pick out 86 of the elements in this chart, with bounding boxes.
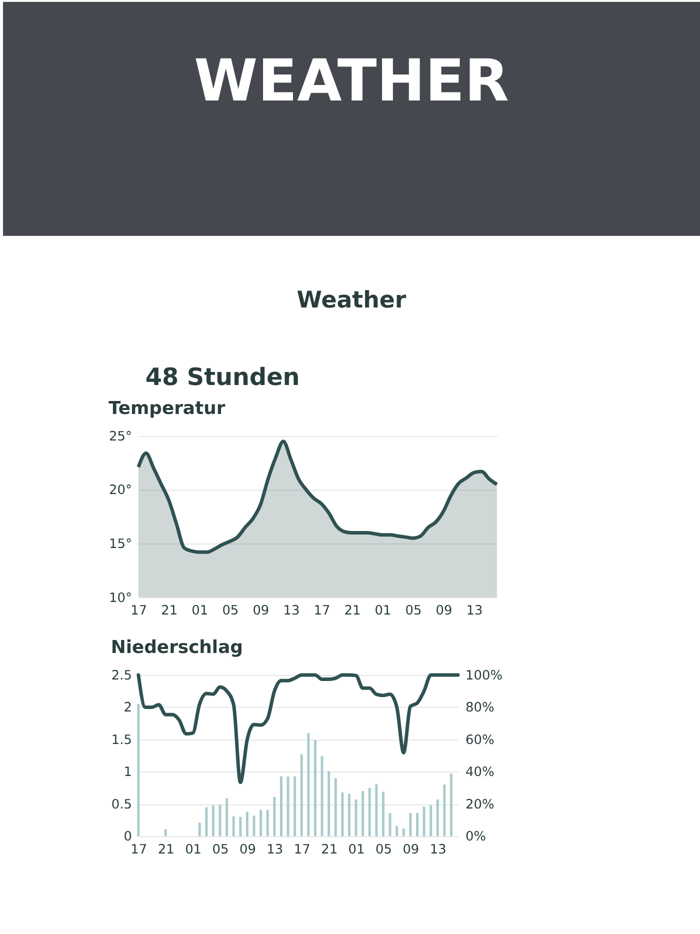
y2-tick-label: 80%: [466, 700, 494, 716]
y-tick-label: 20°: [108, 483, 132, 498]
x-tick-label: 17: [314, 604, 330, 619]
text: 48 Stunden: [145, 363, 300, 392]
y-tick-label: 2.5: [111, 668, 132, 684]
bar: [226, 798, 228, 836]
y-tick-label: 0: [124, 830, 132, 845]
bar: [246, 812, 248, 836]
bar: [416, 813, 418, 836]
bar: [294, 776, 296, 836]
bar: [436, 799, 439, 836]
bar: [232, 816, 235, 836]
x-tick-label: 09: [239, 842, 256, 858]
bar: [334, 778, 337, 836]
bar: [443, 784, 446, 836]
bar: [450, 774, 452, 836]
x-tick-label: 05: [375, 842, 392, 858]
chart-title: Temperatur: [108, 398, 226, 420]
bar: [341, 792, 344, 836]
y-tick-label: 1: [124, 765, 132, 780]
bar: [409, 813, 412, 836]
text: WEATHER: [194, 46, 509, 114]
x-tick-label: 09: [252, 604, 270, 619]
bar: [286, 776, 290, 836]
x-tick-label: 09: [436, 604, 452, 619]
y-tick-label: 2: [124, 700, 132, 716]
bar: [314, 740, 316, 836]
bar: [164, 829, 167, 836]
x-tick-label: 13: [283, 604, 300, 619]
x-tick-label: 13: [466, 604, 483, 619]
bar: [239, 816, 242, 836]
x-tick-label: 21: [344, 604, 361, 619]
y-tick-label: 0.5: [111, 797, 132, 812]
bar: [320, 756, 324, 836]
x-tick-label: 01: [374, 604, 392, 619]
bar: [266, 810, 269, 836]
x-tick-label: 17: [130, 604, 148, 619]
line-series: [136, 673, 460, 784]
bar: [280, 776, 282, 836]
bar: [388, 813, 392, 836]
bar: [252, 816, 256, 836]
x-tick-label: 13: [430, 842, 446, 858]
bar: [368, 788, 371, 836]
bar: [273, 796, 276, 836]
y2-tick-label: 100%: [466, 668, 503, 684]
x-tick-label: 01: [192, 604, 208, 619]
bar: [328, 771, 330, 836]
y2-tick-label: 60%: [466, 732, 494, 748]
y2-tick-label: 20%: [466, 797, 494, 812]
text: Weather: [296, 288, 407, 314]
y-tick-label: 1.5: [111, 732, 132, 748]
bar: [402, 828, 405, 836]
bar: [354, 799, 358, 836]
bar: [396, 826, 398, 836]
x-tick-label: 13: [266, 842, 284, 858]
bar: [260, 810, 262, 836]
x-tick-label: 21: [321, 842, 338, 858]
bar: [137, 704, 140, 836]
bar: [212, 805, 214, 836]
bar: [205, 807, 208, 836]
bar: [362, 791, 364, 836]
bar: [430, 805, 432, 836]
chart-title: Niederschlag: [110, 637, 243, 658]
y-tick-label: 25°: [108, 429, 132, 444]
bar: [307, 733, 310, 836]
x-tick-label: 05: [222, 604, 239, 619]
bar: [198, 822, 201, 836]
y2-tick-label: 0%: [466, 830, 486, 845]
y-tick-label: 10°: [108, 590, 132, 606]
x-tick-label: 01: [185, 842, 202, 858]
bar: [382, 792, 384, 836]
x-tick-label: 17: [130, 842, 148, 858]
bar: [348, 794, 350, 836]
y-tick-label: 15°: [108, 536, 132, 552]
x-tick-label: 17: [294, 842, 310, 858]
y2-tick-label: 40%: [466, 765, 494, 780]
bar: [218, 804, 222, 836]
bar: [300, 754, 303, 836]
x-tick-label: 21: [161, 604, 178, 619]
x-tick-label: 05: [212, 842, 229, 858]
x-tick-label: 05: [405, 604, 422, 619]
bar: [422, 806, 426, 836]
x-tick-label: 21: [158, 842, 174, 858]
x-tick-label: 01: [348, 842, 365, 858]
x-tick-label: 09: [402, 842, 420, 858]
bar: [375, 784, 378, 836]
